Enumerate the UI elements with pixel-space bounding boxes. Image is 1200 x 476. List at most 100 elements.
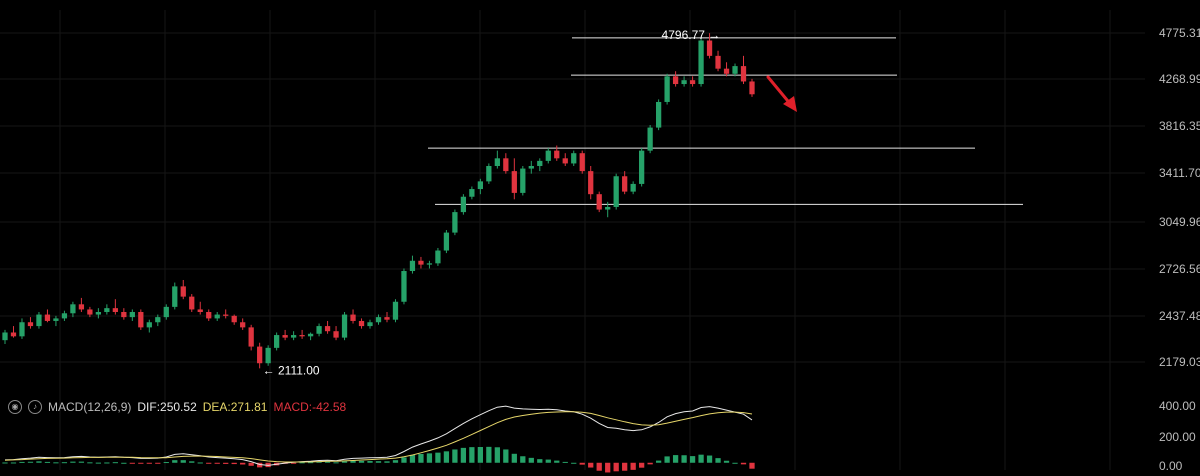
- candle-body: [324, 326, 331, 332]
- candle-body: [104, 308, 110, 312]
- price-tick-label: 4775.31: [1159, 26, 1200, 40]
- macd-bar: [622, 462, 628, 471]
- candle-body: [87, 309, 93, 315]
- macd-bar: [138, 462, 144, 464]
- macd-bar: [27, 461, 34, 463]
- candle-body: [664, 76, 670, 102]
- candle-body: [537, 160, 543, 166]
- macd-bar: [358, 460, 365, 463]
- candle-body: [749, 81, 755, 95]
- candle-body: [274, 335, 280, 348]
- arrow-head: [783, 96, 797, 112]
- macd-bar: [486, 446, 492, 463]
- macd-bar: [443, 451, 450, 463]
- macd-bar: [409, 454, 416, 463]
- macd-bar: [36, 461, 42, 463]
- candle-body: [562, 158, 568, 164]
- candle-body: [112, 308, 118, 312]
- candle-body: [163, 306, 169, 318]
- macd-bar: [554, 460, 560, 463]
- candle-body: [375, 317, 382, 323]
- macd-bar: [223, 462, 229, 464]
- candle-body: [384, 317, 390, 320]
- price-axis: 4775.31 4268.99 3816.35 3411.70 3049.96 2726.…: [1159, 26, 1200, 369]
- candle-body: [520, 168, 526, 193]
- macd-tick-label: 200.00: [1159, 430, 1196, 444]
- candles: [2, 33, 755, 369]
- candle-body: [189, 296, 195, 310]
- support-resistance-lines: [428, 37, 1023, 205]
- candle-body: [307, 333, 314, 337]
- macd-bar: [316, 461, 322, 463]
- macd-bar: [248, 462, 254, 466]
- bell-icon[interactable]: ♪: [28, 400, 42, 414]
- candle-body: [350, 314, 356, 321]
- macd-bar: [290, 462, 297, 464]
- candle-body: [78, 304, 85, 310]
- dif-line: [4, 405, 753, 466]
- macd-bar: [477, 446, 483, 463]
- candle-body: [579, 153, 585, 172]
- macd-bar: [460, 447, 467, 463]
- macd-bar: [571, 462, 577, 464]
- macd-tick-label: 0.00: [1159, 459, 1183, 473]
- eye-icon[interactable]: ◉: [8, 400, 22, 414]
- candle-body: [44, 314, 51, 321]
- macd-bar: [257, 462, 263, 468]
- macd-bar: [375, 461, 382, 463]
- macd-label: MACD(12,26,9): [48, 400, 132, 414]
- macd-bar: [494, 447, 500, 463]
- high-annotation: 4796.77 →: [662, 28, 721, 42]
- macd-bar: [19, 461, 25, 463]
- macd-bar: [121, 462, 127, 464]
- macd-bar: [469, 447, 475, 463]
- macd-bar: [206, 462, 212, 464]
- macd-bar: [418, 453, 424, 463]
- candle-body: [655, 101, 662, 128]
- macd-bar: [732, 462, 738, 464]
- candle-body: [180, 286, 186, 297]
- candle-body: [333, 331, 339, 338]
- macd-bar: [689, 456, 696, 463]
- macd-bar: [53, 462, 59, 464]
- candle-body: [715, 55, 721, 69]
- candle-body: [19, 322, 25, 337]
- macd-bar: [392, 460, 399, 463]
- candle-body: [630, 183, 636, 192]
- macd-bar: [596, 462, 602, 471]
- candle-body: [257, 346, 263, 364]
- candle-body: [2, 332, 8, 341]
- candle-body: [681, 80, 687, 85]
- macd-bar: [588, 462, 594, 468]
- macd-bar: [384, 461, 390, 463]
- macd-bar: [367, 461, 373, 463]
- candle-body: [486, 166, 492, 182]
- macd-bar: [2, 462, 8, 464]
- candle-body: [248, 327, 254, 347]
- macd-bar: [511, 453, 517, 463]
- candle-body: [282, 335, 288, 338]
- candle-body: [197, 309, 203, 312]
- candle-body: [647, 127, 653, 151]
- candle-body: [723, 68, 730, 74]
- dea-value: DEA:271.81: [202, 400, 268, 414]
- macd-bar: [562, 461, 568, 463]
- candle-body: [605, 206, 611, 210]
- macd-header: ◉ ♪ MACD(12,26,9) DIF:250.52 DEA:271.81 …: [8, 400, 346, 414]
- macd-bar: [655, 460, 662, 463]
- price-tick-label: 4268.99: [1159, 72, 1200, 86]
- candle-body: [503, 158, 509, 172]
- candle-body: [341, 314, 348, 338]
- macd-bar: [146, 462, 152, 464]
- macd-bar: [723, 460, 730, 463]
- candle-body: [740, 66, 747, 82]
- macd-bar: [672, 455, 679, 463]
- macd-bar: [452, 449, 458, 463]
- candle-body: [206, 312, 212, 319]
- candle-body: [146, 322, 152, 328]
- candle-body: [452, 212, 458, 233]
- macd-bar: [520, 456, 526, 463]
- candle-body: [596, 194, 602, 210]
- macd-bar: [307, 462, 314, 464]
- macd-bar: [104, 462, 110, 464]
